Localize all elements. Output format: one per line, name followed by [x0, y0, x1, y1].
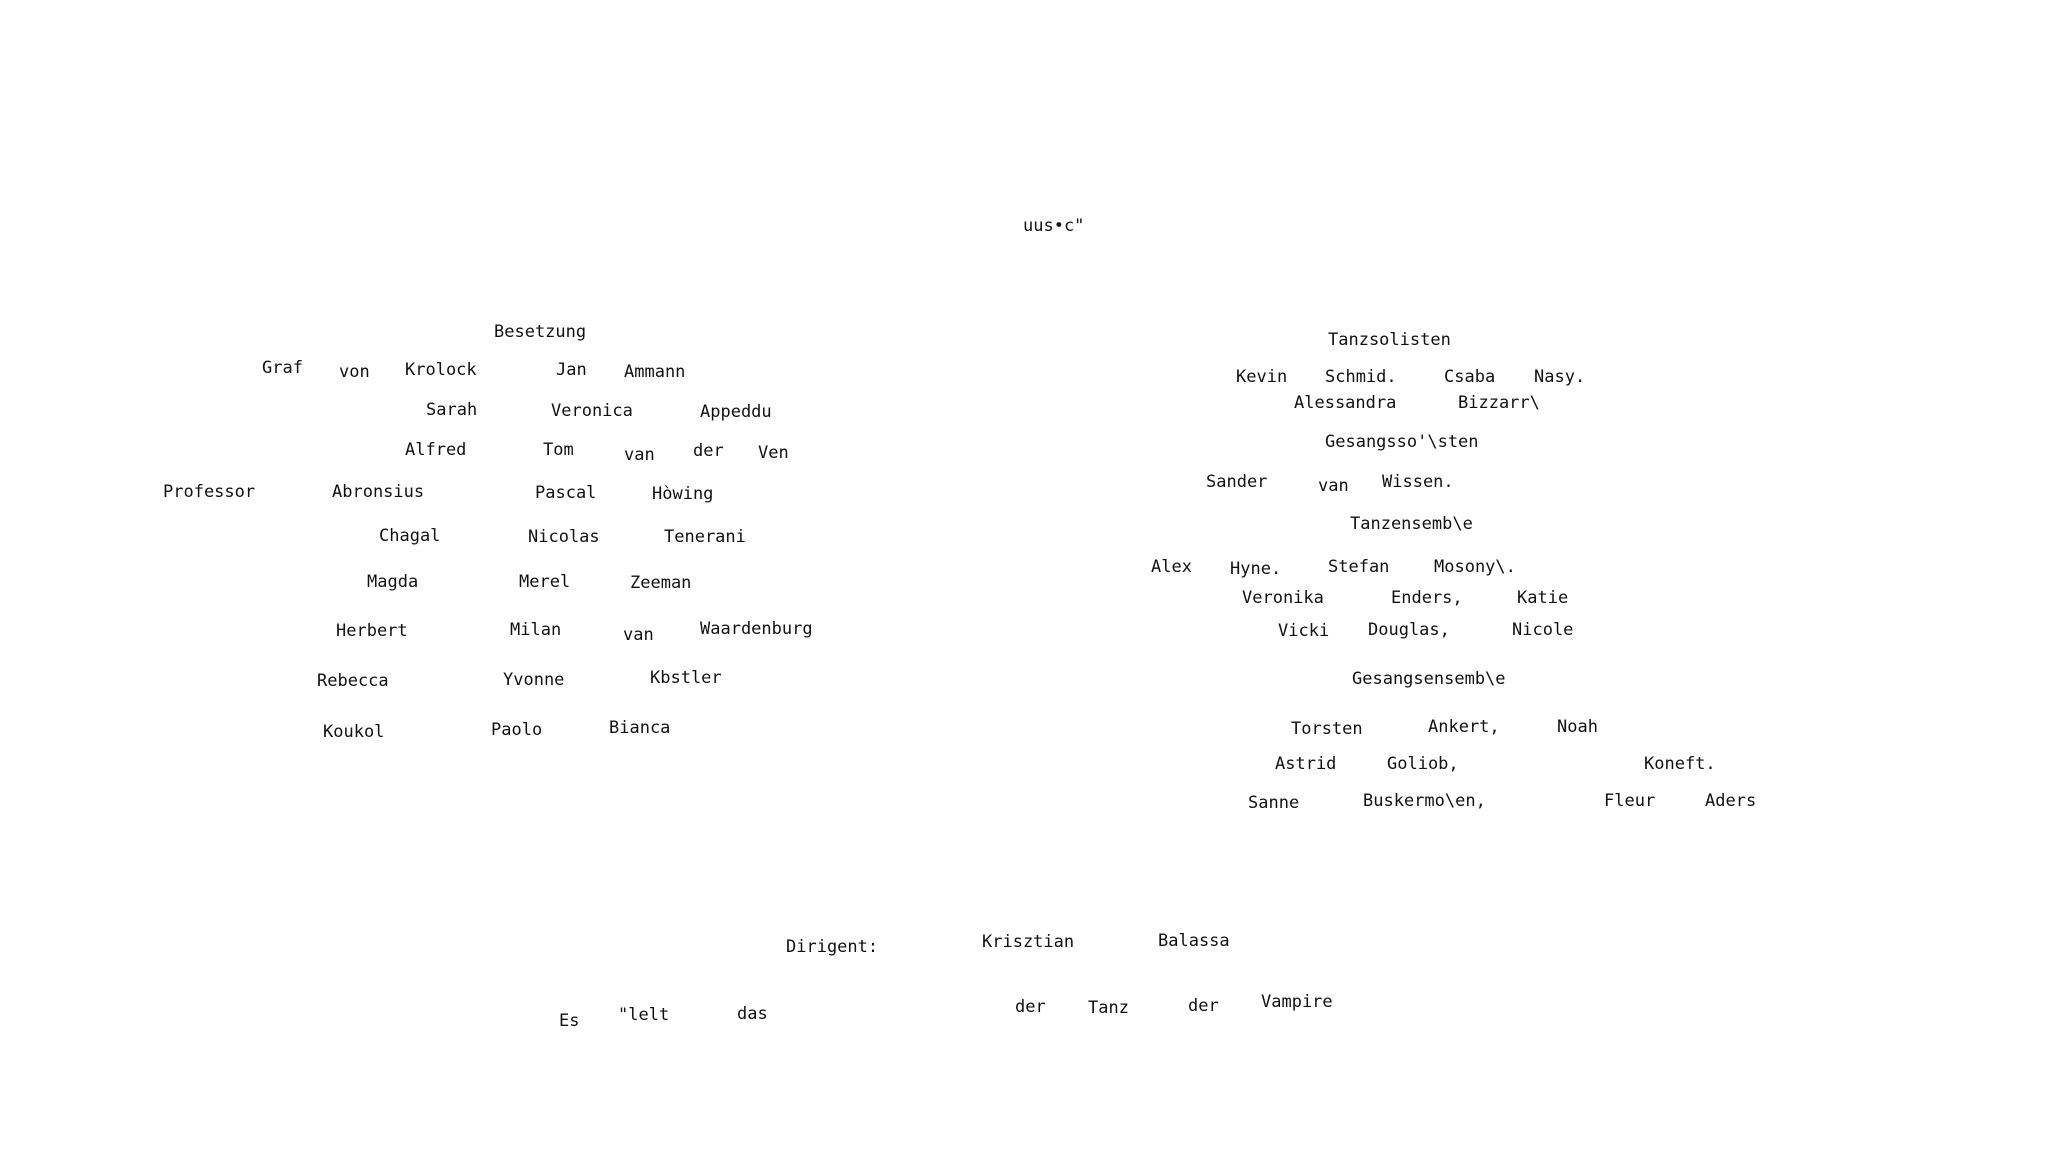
cast-word: van: [623, 625, 654, 645]
cast-word: Veronica: [551, 401, 633, 421]
ensemble-word: Katie: [1517, 588, 1569, 608]
cast-word: Alfred: [405, 440, 467, 460]
ensemble-word: Vicki: [1278, 621, 1330, 641]
cast-word: Abronsius: [332, 482, 425, 502]
ensemble-word: Koneft.: [1644, 754, 1716, 774]
ensemble-word: Torsten: [1291, 719, 1363, 739]
title-word: der: [1188, 996, 1219, 1016]
ensemble-word: Wissen.: [1382, 472, 1454, 492]
cast-word: Milan: [510, 620, 562, 640]
cast-word: Tom: [543, 440, 574, 460]
cast-heading: Besetzung: [494, 322, 587, 342]
cast-word: Waardenburg: [700, 619, 813, 639]
cast-word: Hòwing: [652, 484, 714, 504]
cast-word: Nicolas: [528, 527, 600, 547]
cast-word: Pascal: [535, 483, 597, 503]
cast-word: Kbstler: [650, 668, 722, 688]
cast-word: Professor: [163, 482, 256, 502]
cast-word: Jan: [556, 360, 587, 380]
tanzsolisten-heading: Tanzsolisten: [1328, 330, 1451, 350]
ensemble-word: Nasy.: [1534, 367, 1586, 387]
ensemble-word: van: [1318, 476, 1349, 496]
title-word: Tanz: [1088, 998, 1129, 1018]
cast-word: Ven: [758, 443, 789, 463]
cast-word: Herbert: [336, 621, 408, 641]
title-word: der: [1015, 997, 1046, 1017]
cast-word: Paolo: [491, 720, 543, 740]
gesangssolisten-heading: Gesangsso'\sten: [1325, 432, 1479, 452]
dirigent-name: Balassa: [1158, 931, 1230, 951]
ensemble-word: Goliob,: [1387, 754, 1459, 774]
title-word: Vampire: [1261, 992, 1333, 1012]
ensemble-word: Stefan: [1328, 557, 1390, 577]
cast-word: Sarah: [426, 400, 478, 420]
dirigent-name: Krisztian: [982, 932, 1075, 952]
title-word: "lelt: [618, 1005, 670, 1025]
ensemble-word: Csaba: [1444, 367, 1496, 387]
title-word: Es: [559, 1011, 580, 1031]
ensemble-word: Alex: [1151, 557, 1192, 577]
cast-word: der: [693, 441, 724, 461]
ensemble-word: Sander: [1206, 472, 1268, 492]
cast-word: Ammann: [624, 362, 686, 382]
cast-word: Magda: [367, 572, 419, 592]
cast-word: Appeddu: [700, 402, 772, 422]
cast-word: Graf: [262, 358, 303, 378]
ensemble-word: Hyne.: [1230, 559, 1282, 579]
ensemble-word: Nicole: [1512, 620, 1574, 640]
ensemble-word: Schmid.: [1325, 367, 1397, 387]
cast-word: Krolock: [405, 360, 477, 380]
tanzensemble-heading: Tanzensemb\e: [1350, 514, 1473, 534]
cast-word: Yvonne: [503, 670, 565, 690]
ensemble-word: Enders,: [1391, 588, 1463, 608]
ensemble-word: Sanne: [1248, 793, 1300, 813]
ensemble-word: Bizzarr\: [1458, 393, 1540, 413]
ensemble-word: Douglas,: [1368, 620, 1450, 640]
ensemble-word: Mosony\.: [1434, 557, 1516, 577]
ensemble-word: Ankert,: [1428, 717, 1500, 737]
cast-word: Merel: [519, 572, 571, 592]
cast-word: Zeeman: [630, 573, 692, 593]
cast-word: Tenerani: [664, 527, 746, 547]
ensemble-word: Veronika: [1242, 588, 1324, 608]
cast-word: Bianca: [609, 718, 671, 738]
ensemble-word: Aders: [1705, 791, 1757, 811]
cast-word: van: [624, 445, 655, 465]
cast-word: Koukol: [323, 722, 385, 742]
ensemble-word: Astrid: [1275, 754, 1337, 774]
header-text: uus•c": [1023, 216, 1085, 236]
cast-word: Chagal: [379, 526, 441, 546]
ensemble-word: Fleur: [1604, 791, 1656, 811]
ensemble-word: Kevin: [1236, 367, 1288, 387]
gesangsensemble-heading: Gesangsensemb\e: [1352, 669, 1506, 689]
ensemble-word: Buskermo\en,: [1363, 791, 1486, 811]
ensemble-word: Alessandra: [1294, 393, 1397, 413]
title-word: das: [737, 1004, 768, 1024]
cast-word: von: [339, 362, 370, 382]
ensemble-word: Noah: [1557, 717, 1598, 737]
cast-word: Rebecca: [317, 671, 389, 691]
dirigent-label: Dirigent:: [786, 937, 879, 957]
